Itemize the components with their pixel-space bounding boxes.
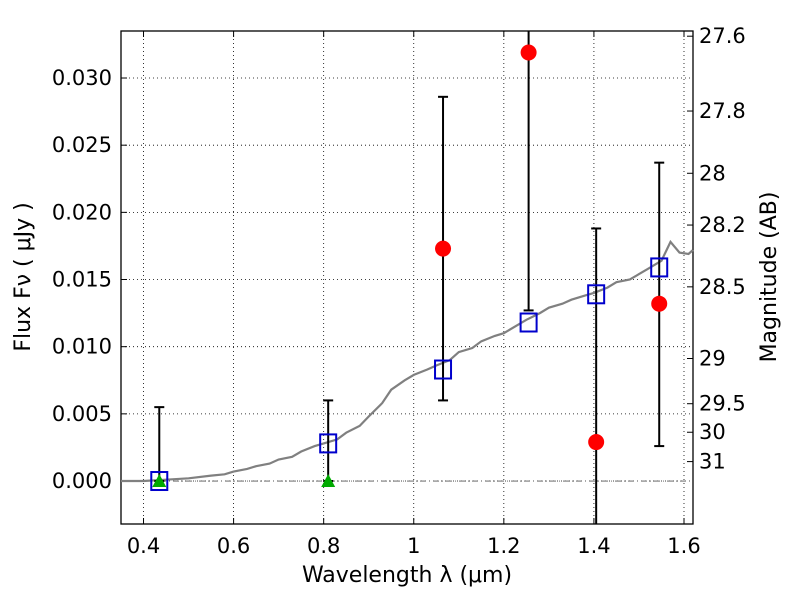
observed-point — [588, 434, 605, 451]
upper-limit-triangle — [321, 474, 336, 488]
right-tick-label: 29.5 — [699, 392, 746, 416]
model-spectrum-line — [121, 239, 694, 483]
ticks-layer: 0.4 0.6 0.8 1 1.2 1.4 1.6 0.000 0.005 0.010 0.015 0… — [52, 24, 746, 558]
observed-point — [520, 44, 537, 61]
x-tick-label: 0.6 — [217, 534, 250, 558]
x-tick-label: 1.4 — [577, 534, 610, 558]
right-tick-label: 30 — [699, 420, 726, 444]
grid-layer — [121, 31, 693, 524]
y-tick-label: 0.015 — [52, 268, 112, 292]
model-band-square — [434, 359, 453, 380]
y-tick-label: 0.005 — [52, 402, 112, 426]
observed-point — [651, 295, 668, 312]
y-tick-label: 0.020 — [52, 200, 112, 224]
plot-frame — [120, 30, 694, 525]
y-right-axis-title: Magnitude (AB) — [757, 192, 782, 363]
model-band-square — [587, 284, 606, 305]
model-band-square — [650, 257, 669, 278]
right-tick-label: 28 — [699, 161, 726, 185]
right-tick-label: 28.5 — [699, 275, 746, 299]
upper-limit-triangle — [152, 474, 167, 488]
model-band-square — [319, 433, 338, 454]
x-tick-label: 0.4 — [127, 534, 160, 558]
model-band-square — [519, 312, 538, 333]
model-band-square — [150, 471, 169, 492]
x-axis-title: Wavelength λ (μm) — [302, 563, 512, 588]
right-tick-label: 29 — [699, 347, 726, 371]
x-tick-label: 0.8 — [307, 534, 340, 558]
x-tick-label: 1 — [407, 534, 420, 558]
x-tick-label: 1.6 — [667, 534, 700, 558]
y-tick-label: 0.000 — [52, 469, 112, 493]
y-tick-label: 0.010 — [52, 335, 112, 359]
data-layer — [121, 31, 694, 524]
right-tick-label: 28.2 — [699, 213, 746, 237]
right-tick-label: 27.6 — [699, 24, 746, 48]
y-axis-title: Flux Fν ( μJy ) — [11, 202, 36, 351]
y-tick-label: 0.030 — [52, 66, 112, 90]
observed-point — [435, 240, 452, 257]
right-tick-label: 27.8 — [699, 99, 746, 123]
right-tick-label: 31 — [699, 450, 726, 474]
y-tick-label: 0.025 — [52, 133, 112, 157]
x-tick-label: 1.2 — [487, 534, 520, 558]
